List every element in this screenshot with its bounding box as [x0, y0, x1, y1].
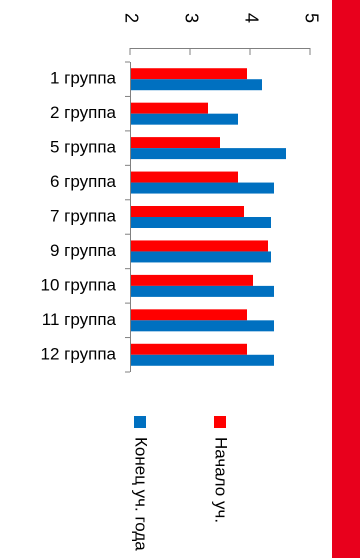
bar-start	[131, 102, 208, 114]
category-label: 11 группа	[42, 310, 117, 329]
category-label: 6 группа	[50, 172, 117, 191]
value-tick-label: 5	[301, 13, 321, 23]
bar-end	[131, 182, 274, 194]
bar-start	[131, 274, 253, 286]
bar-start	[131, 206, 244, 217]
value-tick-label: 3	[181, 13, 201, 23]
category-label: 10 группа	[41, 275, 117, 294]
bar-end	[131, 251, 271, 263]
category-label: 1 группа	[50, 69, 117, 88]
category-label: 5 группа	[50, 138, 117, 157]
decorative-band	[332, 0, 360, 558]
bar-start	[131, 240, 268, 252]
legend-label: Начало уч.	[212, 437, 231, 523]
bar-end	[131, 148, 286, 160]
value-tick-label: 2	[121, 13, 141, 23]
legend-label: Конец уч. года	[132, 437, 151, 551]
bar-end	[131, 354, 274, 366]
bar-start	[131, 343, 247, 355]
bar-start	[131, 68, 247, 80]
bar-end	[131, 320, 274, 332]
bar-start	[131, 309, 247, 321]
value-tick-label: 4	[241, 13, 261, 23]
bar-end	[131, 217, 271, 228]
bar-start	[131, 171, 238, 183]
legend-swatch	[214, 416, 226, 428]
bar-end	[131, 285, 274, 297]
category-label: 9 группа	[50, 241, 117, 260]
category-label: 2 группа	[50, 103, 117, 122]
category-label: 12 группа	[41, 344, 117, 363]
legend-swatch	[134, 416, 146, 428]
bar-end	[131, 113, 238, 125]
category-label: 7 группа	[50, 206, 117, 225]
bar-end	[131, 79, 262, 91]
bar-start	[131, 137, 220, 149]
